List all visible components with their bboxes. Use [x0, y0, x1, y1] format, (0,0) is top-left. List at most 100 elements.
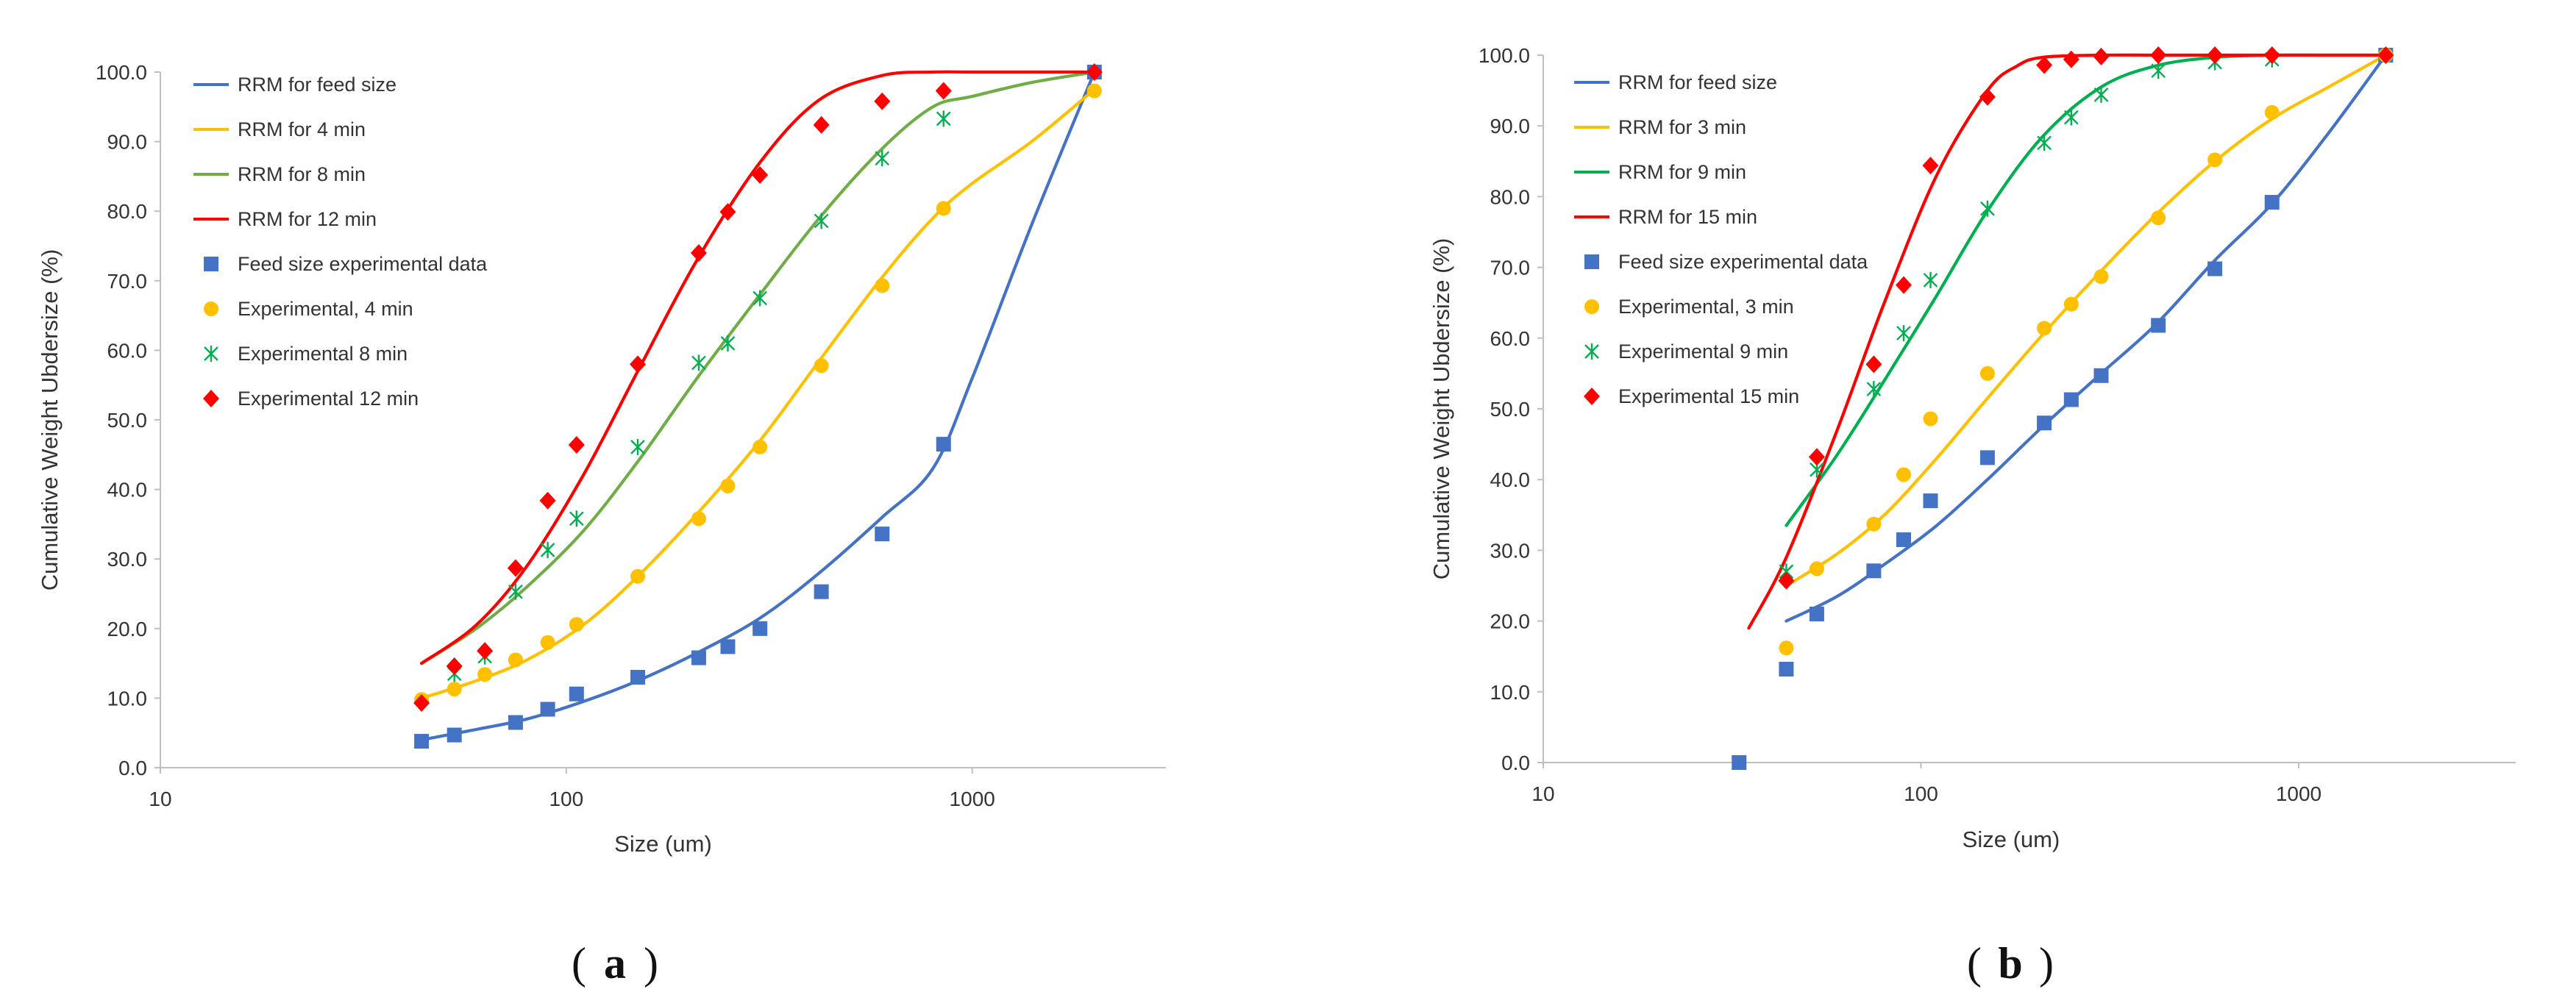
- y-tick-label: 0.0: [1501, 752, 1530, 774]
- legend-item: RRM for feed size: [193, 74, 396, 96]
- data-point: [2063, 392, 2079, 407]
- data-point: [935, 82, 952, 100]
- series-points-experimental-15-min-b: [1778, 46, 2394, 590]
- data-point: [1779, 662, 1794, 677]
- legend-item: Experimental, 3 min: [1584, 296, 1794, 318]
- legend-label: RRM for 4 min: [238, 118, 366, 140]
- data-point: [540, 541, 555, 558]
- chart-panel-b: 0.0 10.0 20.0 30.0 40.0 50.0 60.0 70.0 80.0 90.0 1…: [1428, 44, 2516, 852]
- data-point: [2037, 415, 2052, 431]
- legend-label: Feed size experimental data: [238, 253, 488, 275]
- legend-item: Feed size experimental data: [204, 253, 488, 275]
- data-point: [2037, 135, 2052, 151]
- data-point: [1923, 271, 1938, 288]
- data-point: [508, 583, 523, 600]
- y-tick-label: 60.0: [107, 339, 148, 362]
- data-point: [752, 439, 768, 454]
- data-point: [1809, 606, 1824, 621]
- data-point: [2063, 50, 2079, 68]
- data-point: [1809, 561, 1824, 577]
- data-point: [1778, 571, 1795, 590]
- data-point: [1896, 467, 1912, 482]
- legend-label: RRM for 8 min: [238, 163, 366, 185]
- data-point: [569, 686, 584, 702]
- legend-item: Experimental 15 min: [1584, 385, 1799, 407]
- data-point: [874, 92, 891, 110]
- y-tick-label: 70.0: [1490, 257, 1531, 279]
- y-tick-label: 30.0: [107, 548, 148, 571]
- y-tick-label: 0.0: [118, 757, 147, 779]
- data-point: [936, 201, 951, 216]
- data-point: [1896, 325, 1911, 342]
- data-point: [2093, 86, 2109, 103]
- legend-swatch-marker: [1584, 254, 1599, 269]
- x-axis-label-a: Size (um): [614, 831, 712, 857]
- x-tick-label: 100: [1904, 782, 1938, 805]
- x-tick-label: 10: [149, 788, 171, 810]
- legend-swatch-marker: [1584, 299, 1599, 314]
- series-points-feed-size-experimental-data-b: [1732, 48, 2394, 770]
- data-point: [1896, 532, 1912, 547]
- y-tick-label: 90.0: [1490, 115, 1531, 138]
- legend-swatch-marker: [1584, 343, 1599, 360]
- data-point: [875, 150, 890, 167]
- data-point: [1979, 365, 1995, 381]
- y-tick-label: 40.0: [1490, 468, 1531, 491]
- series-line-rrm-for-8-min-a: [420, 70, 1096, 665]
- legend-b: RRM for feed size RRM for 3 min RRM for 9 …: [1574, 71, 1868, 407]
- y-tick-label: 20.0: [107, 618, 148, 640]
- legend-label: RRM for 9 min: [1618, 161, 1746, 183]
- legend-label: RRM for 3 min: [1618, 116, 1746, 138]
- data-point: [2151, 63, 2166, 79]
- data-point: [1866, 381, 1882, 398]
- data-point: [2036, 56, 2053, 74]
- y-tick-label: 80.0: [1490, 185, 1531, 208]
- series-points-experimental-12-min-a: [413, 63, 1103, 713]
- data-point: [446, 657, 463, 675]
- series-points-experimental-8-min-a: [446, 110, 951, 682]
- data-point: [814, 213, 829, 229]
- data-point: [2150, 46, 2167, 64]
- data-point: [1732, 755, 1747, 770]
- x-axis-label-b: Size (um): [1963, 827, 2060, 852]
- data-point: [752, 621, 768, 636]
- data-point: [813, 115, 830, 134]
- legend-swatch-marker: [1584, 388, 1600, 405]
- data-point: [1086, 63, 1103, 81]
- series-line-rrm-for-4-min-a: [420, 88, 1096, 700]
- data-point: [413, 694, 430, 713]
- y-tick-label: 50.0: [1490, 398, 1531, 421]
- y-tick-label: 80.0: [107, 200, 148, 223]
- x-tick-label: 100: [549, 788, 583, 810]
- chart-panel-a: 0.0 10.0 20.0 30.0 40.0 50.0 60.0 70.0 80.0 90.0 1…: [37, 61, 1166, 857]
- legend-label: Feed size experimental data: [1618, 251, 1868, 273]
- data-point: [2207, 46, 2224, 64]
- data-point: [1923, 493, 1938, 509]
- legend-label: Experimental 9 min: [1618, 340, 1788, 363]
- data-point: [1865, 355, 1882, 374]
- x-tick-label: 10: [1531, 782, 1554, 805]
- legend-item: RRM for 3 min: [1574, 116, 1746, 138]
- data-point: [630, 438, 645, 455]
- data-point: [2093, 269, 2109, 285]
- data-point: [569, 617, 584, 632]
- data-point: [2151, 210, 2166, 226]
- data-point: [540, 702, 555, 717]
- data-point: [691, 511, 706, 527]
- caption-b: ( b ): [1967, 939, 2054, 988]
- data-point: [875, 278, 890, 293]
- caption-a: ( a ): [572, 939, 658, 988]
- y-tick-label: 90.0: [107, 131, 148, 154]
- data-point: [2263, 46, 2280, 64]
- y-tick-label: 100.0: [96, 61, 147, 84]
- data-point: [720, 478, 736, 493]
- data-point: [1979, 450, 1995, 465]
- data-point: [2207, 261, 2223, 276]
- data-point: [446, 682, 462, 697]
- legend-label: Experimental 12 min: [238, 388, 419, 410]
- legend-label: Experimental, 3 min: [1618, 296, 1794, 318]
- data-point: [690, 243, 707, 262]
- data-point: [540, 635, 555, 650]
